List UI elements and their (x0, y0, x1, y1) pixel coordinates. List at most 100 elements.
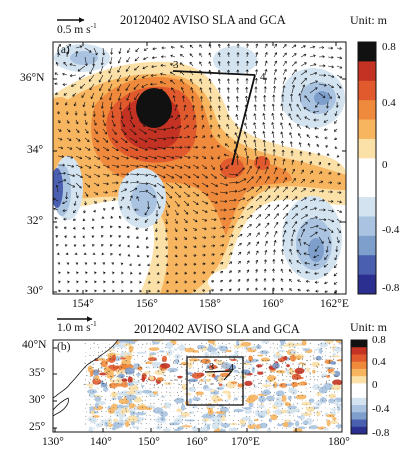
velocity-arrow-head (239, 233, 243, 237)
velocity-arrow (129, 181, 139, 184)
velocity-arrow (227, 114, 230, 121)
velocity-arrow (313, 254, 320, 258)
velocity-arrow-head (193, 253, 197, 257)
velocity-arrow (129, 137, 138, 143)
panel-b-zoom-box (186, 356, 244, 406)
velocity-arrow (156, 164, 166, 169)
velocity-arrow-head (170, 185, 174, 189)
velocity-arrow-head (75, 50, 79, 54)
velocity-arrow (300, 84, 305, 94)
sla-patch (266, 408, 271, 416)
velocity-arrow (102, 182, 109, 185)
velocity-arrow-head (186, 125, 190, 128)
velocity-arrow-head (171, 136, 175, 140)
sla-patch (284, 401, 289, 406)
velocity-arrow-b (293, 419, 296, 421)
velocity-arrow-b (305, 395, 307, 397)
velocity-arrow (93, 128, 98, 134)
velocity-arrow-head (141, 75, 145, 79)
velocity-arrow (127, 47, 131, 53)
sla-patch (196, 344, 206, 349)
velocity-arrow-b (133, 359, 135, 361)
velocity-arrow (300, 54, 307, 58)
velocity-arrow-head (89, 87, 93, 91)
velocity-arrow-head (155, 214, 159, 217)
velocity-arrow (66, 44, 72, 49)
sla-patch (277, 349, 285, 353)
velocity-arrow-b (244, 387, 247, 389)
velocity-arrow-b (209, 355, 211, 357)
velocity-arrow (92, 101, 95, 108)
velocity-arrow-b (285, 350, 287, 353)
velocity-arrow (80, 83, 86, 89)
velocity-arrow-head (159, 80, 163, 84)
velocity-arrow-b (337, 367, 339, 370)
velocity-arrow-head (213, 235, 216, 239)
velocity-arrow (117, 74, 122, 82)
velocity-arrow (74, 200, 77, 206)
velocity-arrow-head (247, 251, 250, 254)
velocity-arrow-head (274, 43, 277, 47)
velocity-arrow-head (193, 289, 197, 293)
velocity-arrow-head (116, 156, 120, 160)
velocity-arrow (120, 128, 127, 135)
velocity-arrow-head (223, 217, 226, 221)
velocity-arrow (170, 46, 176, 49)
velocity-arrow-head (274, 52, 277, 55)
velocity-arrow-head (179, 62, 183, 66)
sla-patch (328, 393, 337, 399)
velocity-arrow (63, 62, 68, 67)
velocity-arrow-head (272, 259, 276, 262)
velocity-arrow-b (337, 379, 339, 381)
velocity-arrow-head (136, 173, 140, 176)
velocity-arrow-head (339, 210, 343, 213)
velocity-arrow (306, 134, 311, 139)
velocity-arrow-head (77, 138, 81, 142)
velocity-arrow (183, 104, 186, 112)
velocity-arrow-head (245, 95, 248, 99)
velocity-arrow (192, 191, 199, 197)
velocity-arrow-b (225, 346, 227, 349)
sla-patch (323, 383, 334, 391)
velocity-arrow-b (257, 410, 259, 413)
velocity-arrow-head (281, 249, 285, 252)
velocity-arrow-b (213, 373, 215, 377)
velocity-arrow (147, 191, 156, 198)
velocity-arrow-b (145, 379, 148, 383)
velocity-arrow (210, 173, 217, 179)
velocity-arrow-head (130, 280, 133, 284)
velocity-arrow (201, 191, 209, 196)
velocity-arrow-head (328, 241, 332, 244)
velocity-arrow-head (235, 181, 239, 185)
velocity-arrow-head (157, 206, 161, 209)
velocity-arrow (183, 218, 188, 223)
velocity-arrow-head (93, 209, 96, 213)
velocity-arrow-head (121, 280, 124, 284)
velocity-arrow-head (82, 235, 85, 239)
velocity-arrow-head (97, 174, 101, 178)
lon-tick-150: 150° (138, 436, 160, 448)
sla-patch (149, 375, 155, 381)
velocity-arrow (282, 195, 289, 202)
sla-patch (111, 397, 117, 400)
velocity-arrow (66, 51, 68, 58)
velocity-arrow (57, 172, 66, 175)
velocity-arrow (225, 133, 230, 139)
velocity-arrow-head (339, 75, 343, 79)
velocity-arrow-head (184, 262, 188, 266)
velocity-arrow (296, 270, 302, 274)
sla-patch (129, 410, 136, 416)
velocity-arrow-head (191, 95, 195, 99)
velocity-arrow-head (255, 156, 259, 160)
velocity-arrow-head (111, 262, 114, 265)
velocity-arrow-b (173, 343, 175, 346)
velocity-arrow-head (171, 126, 175, 130)
velocity-arrow-b (180, 383, 183, 386)
velocity-arrow (201, 236, 207, 239)
velocity-arrow-head (273, 77, 277, 80)
velocity-arrow-head (245, 60, 249, 64)
velocity-arrow-head (312, 110, 316, 114)
velocity-arrow-head (154, 156, 157, 160)
velocity-arrow (138, 119, 146, 127)
velocity-arrow (237, 197, 246, 202)
